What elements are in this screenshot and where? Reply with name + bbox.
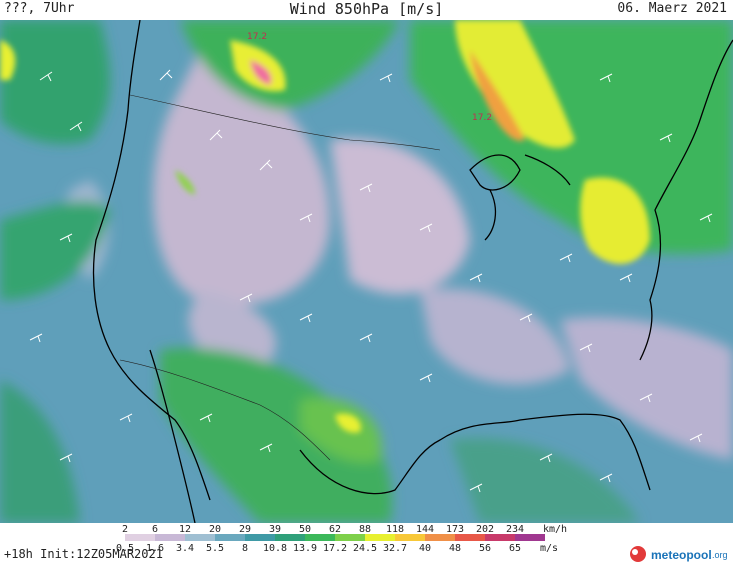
forecast-time-label: ???, 7Uhr <box>4 1 75 16</box>
legend-swatch <box>245 534 275 541</box>
max-label-1: 17.2 <box>247 32 267 42</box>
brand-logo <box>630 546 646 562</box>
header-bar: ???, 7Uhr Wind 850hPa [m/s] 06. Maerz 20… <box>0 0 733 20</box>
borders <box>119 94 441 461</box>
legend-ms-label: 40 <box>419 543 431 554</box>
wind-speed-field: 17.2 17.2 <box>0 20 733 523</box>
legend-kmh-label: 20 <box>209 524 221 535</box>
brand-tld: .org <box>712 550 728 560</box>
legend-kmh-label: 2 <box>122 524 128 535</box>
legend-ms-label: 1.6 <box>146 543 164 554</box>
color-legend: 2 6 12 20 29 39 50 62 88 118 144 173 202 234 0.5 1.6 3.4… <box>0 523 733 566</box>
legend-kmh-label: 12 <box>179 524 191 535</box>
legend-swatch <box>335 534 365 541</box>
legend-swatch <box>515 534 545 541</box>
logo-icon <box>630 546 646 562</box>
legend-ms-label: 5.5 <box>206 543 224 554</box>
legend-kmh-label: 50 <box>299 524 311 535</box>
legend-kmh-label: 39 <box>269 524 281 535</box>
legend-kmh-label: 144 <box>416 524 434 535</box>
legend-ms-label: 0.5 <box>116 543 134 554</box>
legend-swatch <box>425 534 455 541</box>
legend-kmh-unit: km/h <box>543 524 567 535</box>
legend-kmh-label: 202 <box>476 524 494 535</box>
legend-kmh-label: 118 <box>386 524 404 535</box>
legend-kmh-label: 62 <box>329 524 341 535</box>
legend-ms-unit: m/s <box>540 543 558 554</box>
legend-kmh-label: 234 <box>506 524 524 535</box>
legend-ms-label: 24.5 <box>353 543 377 554</box>
legend-kmh-label: 29 <box>239 524 251 535</box>
legend-swatch <box>275 534 305 541</box>
legend-swatch <box>95 534 125 541</box>
legend-kmh-label: 88 <box>359 524 371 535</box>
legend-swatch <box>485 534 515 541</box>
legend-swatch <box>155 534 185 541</box>
legend-swatch <box>395 534 425 541</box>
legend-ms-label: 65 <box>509 543 521 554</box>
forecast-date: 06. Maerz 2021 <box>617 1 727 16</box>
legend-swatch <box>305 534 335 541</box>
legend-swatch <box>455 534 485 541</box>
legend-ms-label: 13.9 <box>293 543 317 554</box>
legend-ms-label: 10.8 <box>263 543 287 554</box>
legend-ms-label: 17.2 <box>323 543 347 554</box>
legend-ms-label: 48 <box>449 543 461 554</box>
max-label-2: 17.2 <box>472 113 492 123</box>
legend-kmh-label: 173 <box>446 524 464 535</box>
coastlines <box>92 20 733 523</box>
legend-ms-label: 3.4 <box>176 543 194 554</box>
run-info: +18h Init:12Z05MAR2021 <box>4 547 163 561</box>
legend-ms-label: 8 <box>242 543 248 554</box>
brand-name: meteopool <box>651 548 712 562</box>
legend-kmh-label: 6 <box>152 524 158 535</box>
legend-swatch <box>215 534 245 541</box>
legend-swatch <box>125 534 155 541</box>
legend-ms-label: 56 <box>479 543 491 554</box>
legend-swatch <box>185 534 215 541</box>
wind-barbs <box>29 69 713 493</box>
legend-ms-label: 32.7 <box>383 543 407 554</box>
wind-map: 17.2 17.2 <box>0 20 733 523</box>
map-title: Wind 850hPa [m/s] <box>289 0 444 18</box>
legend-colorbar: 2 6 12 20 29 39 50 62 88 118 144 173 202 234 0.5 1.6 3.4… <box>95 524 567 554</box>
legend-swatch <box>365 534 395 541</box>
